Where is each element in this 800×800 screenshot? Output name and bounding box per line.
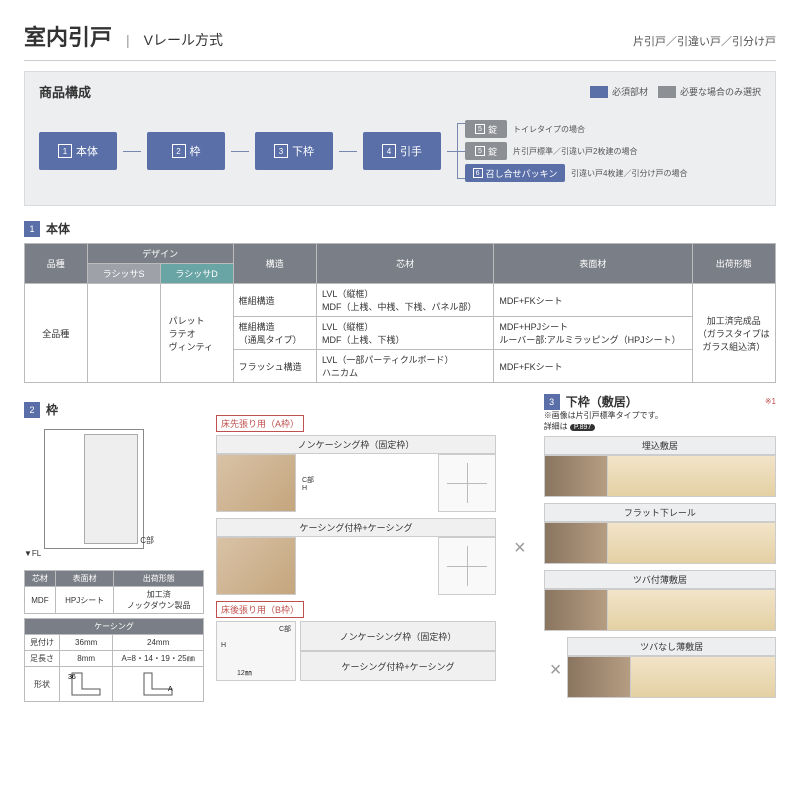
legend: 必須部材 必要な場合のみ選択 xyxy=(590,85,761,99)
legend-required-box xyxy=(590,86,608,98)
section-3-note: ※画像は片引戸標準タイプです。 詳細は P.897 xyxy=(544,410,776,432)
frame-a-diag-1 xyxy=(438,454,496,512)
header: 室内引戸 | Vレール方式 片引戸／引違い戸／引分け戸 xyxy=(24,20,776,61)
frame-material-table: 芯材表面材出荷形態 MDFHPJシート加工済 ノックダウン製品 xyxy=(24,570,204,614)
shape-icon-2: A xyxy=(138,669,178,697)
rail-3: ツバ付薄敷居 xyxy=(544,570,776,631)
divider: | xyxy=(126,32,130,48)
frame-a-diag-2 xyxy=(438,537,496,595)
section-2-head: 2 枠 xyxy=(24,401,204,418)
subtitle: Vレール方式 xyxy=(144,30,223,50)
rail-4: ツバなし薄敷居 xyxy=(567,637,776,698)
frame-b-diag: C部 H 12㎜ xyxy=(216,621,296,681)
flow-step-2: 2枠 xyxy=(147,132,225,170)
flow-step-3: 3下枠 xyxy=(255,132,333,170)
frame-a-photo-1 xyxy=(216,454,296,512)
branch-3: 6召し合せパッキン 引違い戸4枚建／引分け戸の場合 xyxy=(465,164,687,182)
svg-text:36: 36 xyxy=(68,674,76,681)
frame-a-photo-2 xyxy=(216,537,296,595)
rail-1: 埋込敷居 xyxy=(544,436,776,497)
door-diagram: ▼FL C部 xyxy=(24,424,184,564)
branch-1: 5錠 トイレタイプの場合 xyxy=(465,120,687,138)
header-right: 片引戸／引違い戸／引分け戸 xyxy=(633,33,776,49)
casing-table: ケーシング 見付け36mm24mm 足長さ8mmA=8・14・19・25㎜ 形状… xyxy=(24,618,204,702)
rail-2: フラット下レール xyxy=(544,503,776,564)
legend-optional-box xyxy=(658,86,676,98)
shape-icon-1: 36 xyxy=(66,669,106,697)
section-1-table: 品種 デザイン 構造 芯材 表面材 出荷形態 ラシッサS ラシッサD 全品種 パ… xyxy=(24,243,776,383)
composition-title: 商品構成 xyxy=(39,82,91,101)
frame-a-tag: 床先張り用（A枠） xyxy=(216,415,304,432)
flow-diagram: 1本体 2枠 3下枠 4引手 5錠 トイレタイプの場合 xyxy=(39,111,761,191)
page-title: 室内引戸 xyxy=(24,20,112,52)
composition-panel: 商品構成 必須部材 必要な場合のみ選択 1本体 2枠 3下枠 4引手 xyxy=(24,71,776,206)
flow-step-4: 4引手 xyxy=(363,132,441,170)
svg-text:A: A xyxy=(168,686,173,693)
cross-icon: × xyxy=(508,537,532,560)
frame-b-tag: 床後張り用（B枠） xyxy=(216,601,304,618)
cross-icon-2: × xyxy=(544,659,568,682)
section-3-head: 3 下枠（敷居） xyxy=(544,393,638,410)
branch-2: 5錠 片引戸標準／引違い戸2枚建の場合 xyxy=(465,142,687,160)
flow-step-1: 1本体 xyxy=(39,132,117,170)
section-1-head: 1 本体 xyxy=(24,220,776,237)
